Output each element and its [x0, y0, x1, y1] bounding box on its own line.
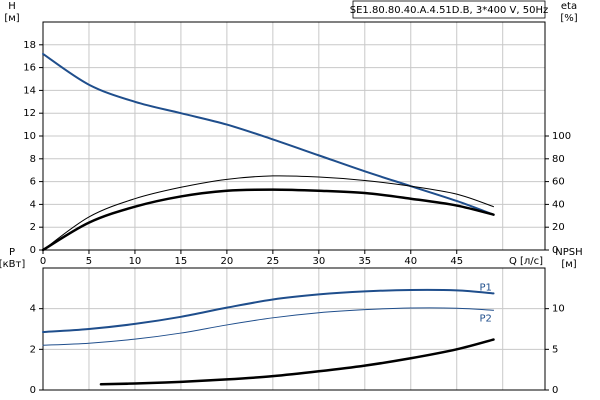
y-tick-label: 18	[23, 40, 36, 51]
y2-axis-label: eta	[561, 1, 577, 12]
series-label: P1	[480, 282, 492, 293]
y2-tick-label: 80	[552, 154, 565, 165]
x-tick-label: 30	[312, 256, 325, 267]
curve	[42, 288, 495, 334]
y-tick-label: 6	[30, 177, 36, 188]
y-axis-label: [кВт]	[0, 259, 25, 270]
chart-title: SE1.80.80.40.A.4.51D.B, 3*400 V, 50Hz	[350, 5, 548, 16]
x-tick-label: 10	[129, 256, 142, 267]
x-tick-label: 40	[404, 256, 417, 267]
y2-tick-label: 60	[552, 177, 565, 188]
y-tick-label: 2	[30, 222, 36, 233]
y2-tick-label: 0	[552, 385, 558, 396]
y-tick-label: 4	[30, 199, 36, 210]
x-tick-label: 0	[40, 256, 46, 267]
y-tick-label: 16	[23, 63, 36, 74]
y2-axis-label: NPSH	[555, 247, 582, 258]
y2-tick-label: 20	[552, 222, 565, 233]
y-tick-label: 0	[30, 385, 36, 396]
y-axis-label: [м]	[4, 13, 19, 24]
y-tick-label: 14	[23, 85, 36, 96]
y2-tick-label: 0	[552, 245, 558, 256]
y-tick-label: 8	[30, 154, 36, 165]
series-label: P2	[480, 313, 492, 324]
plot-frame	[42, 267, 546, 391]
x-tick-label: 45	[450, 256, 463, 267]
y2-axis-label: [м]	[561, 259, 576, 270]
x-tick-label: 25	[266, 256, 279, 267]
y2-tick-label: 40	[552, 199, 565, 210]
y2-tick-label: 10	[552, 304, 565, 315]
y-tick-label: 4	[30, 304, 36, 315]
y2-tick-label: 100	[552, 131, 571, 142]
x-tick-label: 20	[221, 256, 234, 267]
y-axis-label: P	[9, 247, 15, 258]
y-tick-label: 12	[23, 108, 36, 119]
y2-axis-label: [%]	[560, 13, 577, 24]
x-tick-label: 5	[86, 256, 92, 267]
y-tick-label: 2	[30, 344, 36, 355]
title-box	[352, 0, 546, 19]
curve	[42, 52, 495, 216]
curve	[42, 175, 495, 251]
x-tick-label: 15	[175, 256, 188, 267]
curve	[42, 307, 495, 346]
x-tick-label: 35	[358, 256, 371, 267]
y2-tick-label: 5	[552, 344, 558, 355]
y-axis-label: H	[8, 1, 16, 12]
curve	[99, 338, 495, 386]
x-axis-label: Q [л/с]	[509, 256, 543, 267]
plot-frame	[42, 21, 546, 251]
y-tick-label: 0	[30, 245, 36, 256]
curve	[41, 188, 495, 252]
y-tick-label: 10	[23, 131, 36, 142]
